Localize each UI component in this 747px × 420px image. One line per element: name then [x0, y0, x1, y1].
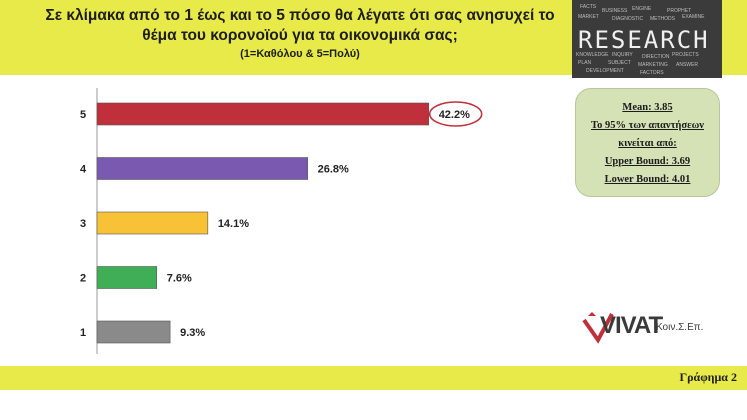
research-tiny-word: KNOWLEDGE [576, 52, 609, 58]
figure-label: Γράφημα 2 [679, 370, 737, 384]
research-tiny-word: DIAGNOSTIC [612, 16, 644, 22]
chart-subtitle: (1=Καθόλου & 5=Πολύ) [240, 48, 360, 60]
research-image: FACTS BUSINESS ENGINE PROPHET MARKET DIAGNOST… [572, 0, 722, 78]
bar [96, 266, 158, 289]
research-tiny-word: SUBJECT [608, 60, 631, 66]
research-tiny-word: METHODS [650, 16, 675, 22]
category-tick-label: 1 [80, 327, 86, 339]
research-tiny-word: PROPHET [667, 8, 692, 14]
bar [96, 211, 209, 235]
research-tiny-word: FACTS [580, 4, 597, 10]
logo-heart-icon [582, 312, 614, 344]
data-label: 42.2% [439, 109, 470, 121]
category-tick-label: 3 [80, 218, 86, 230]
stats-box: Mean: 3.85 Το 95% των απαντήσεων κινείτα… [575, 88, 720, 197]
research-tiny-word: ANSWER [676, 62, 698, 68]
mean-value: Mean: 3.85 [622, 102, 673, 113]
research-tiny-word: ENGINE [632, 6, 652, 12]
ci-text-2: κινείται από: [618, 138, 677, 149]
lower-bound: Lower Bound: 4.01 [604, 174, 691, 185]
category-tick-label: 4 [80, 164, 87, 176]
logo-text: VIVAT [600, 312, 663, 339]
chart-title: Σε κλίμακα από το 1 έως και το 5 πόσο θα… [40, 6, 560, 62]
ci-text-1: Το 95% των απαντήσεων [591, 120, 704, 131]
logo-subtext: Κοιν.Σ.Επ. [656, 322, 704, 333]
category-tick-label: 2 [80, 273, 86, 285]
research-tiny-word: PLAN [578, 60, 592, 66]
data-label: 14.1% [218, 218, 249, 230]
research-tiny-word: FACTORS [640, 70, 664, 76]
company-logo: VIVAT Κοιν.Σ.Επ. [578, 304, 728, 344]
data-label: 26.8% [318, 164, 349, 176]
highlight-circle [428, 101, 483, 127]
bar [96, 102, 429, 126]
title-line-2: θέμα του κορονοϊού για τα οικονομικά σας… [142, 27, 458, 44]
research-tiny-word: DIRECTION [642, 54, 670, 60]
research-tiny-word: INQUIRY [612, 52, 633, 58]
bar-chart: 5 42.2% 4 26.8% 3 14.1% 2 7.6% 1 9.3% [80, 88, 483, 354]
data-label: 9.3% [180, 327, 205, 339]
title-line-1: Σε κλίμακα από το 1 έως και το 5 πόσο θα… [45, 7, 555, 24]
research-tiny-word: BUSINESS [602, 8, 628, 14]
bar [96, 157, 308, 180]
research-tiny-word: MARKET [578, 14, 599, 20]
data-label: 7.6% [167, 273, 192, 285]
research-tiny-word: DEVELOPMENT [586, 68, 624, 74]
research-word: RESEARCH [578, 26, 710, 54]
footer-band: Γράφημα 2 [0, 366, 747, 390]
research-tiny-word: MARKETING [638, 62, 668, 68]
upper-bound: Upper Bound: 3.69 [604, 156, 691, 167]
research-tiny-word: PROJECTS [672, 52, 699, 58]
research-tiny-word: EXAMINE [682, 14, 705, 20]
category-tick-label: 5 [80, 109, 86, 121]
bar [96, 320, 171, 344]
